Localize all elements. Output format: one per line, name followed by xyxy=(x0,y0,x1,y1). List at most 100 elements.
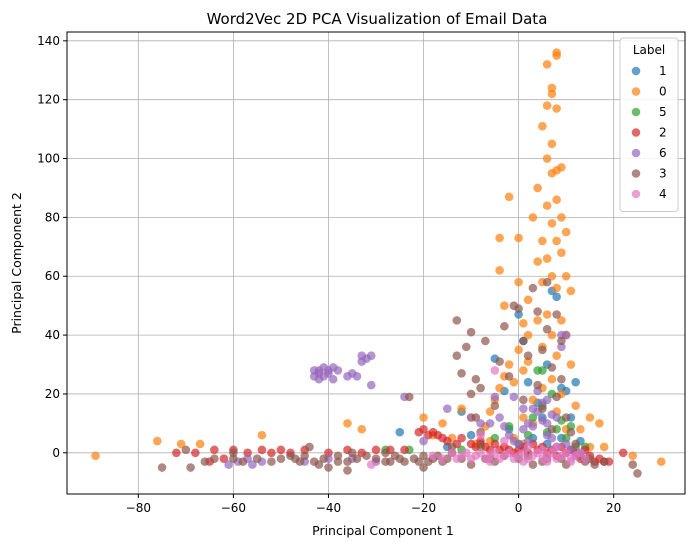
data-point xyxy=(490,401,500,411)
data-point xyxy=(438,419,447,428)
data-point xyxy=(552,292,561,302)
data-point xyxy=(552,283,561,293)
data-point xyxy=(504,448,514,458)
data-point xyxy=(509,392,519,402)
data-point xyxy=(628,451,638,461)
data-point xyxy=(404,392,414,402)
grid xyxy=(67,32,685,494)
data-point xyxy=(400,445,409,455)
data-point xyxy=(219,454,229,463)
data-point xyxy=(495,233,504,243)
data-point xyxy=(552,195,561,205)
data-point xyxy=(476,448,485,458)
data-point xyxy=(599,457,609,466)
data-point xyxy=(547,271,557,281)
data-point xyxy=(557,374,566,384)
data-point xyxy=(462,342,471,352)
data-point xyxy=(561,227,571,237)
data-point xyxy=(547,374,557,384)
data-point xyxy=(538,366,547,375)
data-point xyxy=(224,460,233,469)
data-point xyxy=(538,345,547,355)
data-point xyxy=(324,369,333,378)
data-point xyxy=(542,154,552,163)
legend-marker xyxy=(631,87,641,96)
data-point xyxy=(252,454,262,463)
data-point xyxy=(357,424,367,434)
data-point xyxy=(538,445,547,455)
legend-label: 4 xyxy=(659,187,667,201)
data-point xyxy=(195,439,205,449)
data-point xyxy=(366,351,376,360)
data-point xyxy=(542,60,552,69)
data-point xyxy=(362,451,371,461)
data-point xyxy=(471,442,481,452)
data-point xyxy=(590,460,599,469)
data-point xyxy=(381,448,390,458)
data-point xyxy=(500,436,509,446)
data-point xyxy=(267,448,276,458)
data-point xyxy=(514,439,523,449)
y-tick-label: 20 xyxy=(45,387,60,401)
data-point xyxy=(333,366,343,375)
data-point xyxy=(347,448,357,458)
x-tick-label: −40 xyxy=(316,501,341,515)
data-point xyxy=(552,413,561,422)
legend-marker xyxy=(631,169,641,178)
data-point xyxy=(447,448,457,458)
data-point xyxy=(514,277,523,287)
data-point xyxy=(547,363,557,372)
data-point xyxy=(547,433,557,443)
data-point xyxy=(419,451,428,461)
x-tick-label: 0 xyxy=(515,501,523,515)
legend-box xyxy=(619,37,679,212)
data-point xyxy=(628,460,638,469)
data-point xyxy=(561,448,571,458)
data-point xyxy=(523,377,533,387)
data-point xyxy=(172,448,181,458)
data-point xyxy=(319,454,329,463)
data-point xyxy=(91,451,100,461)
data-point xyxy=(538,236,547,246)
data-point xyxy=(343,466,352,475)
data-point xyxy=(523,295,533,305)
data-point xyxy=(419,424,428,434)
data-point xyxy=(557,163,566,172)
data-point xyxy=(528,395,538,405)
data-point xyxy=(571,377,580,387)
data-point xyxy=(324,448,333,458)
data-point xyxy=(276,445,286,455)
data-point xyxy=(328,374,338,384)
data-point xyxy=(466,430,476,440)
data-point xyxy=(528,460,538,469)
legend-label: 3 xyxy=(659,167,667,181)
data-point xyxy=(500,422,509,431)
data-point xyxy=(523,351,533,360)
data-point xyxy=(552,48,561,57)
legend-marker xyxy=(631,66,641,76)
data-point xyxy=(500,321,509,331)
data-point xyxy=(186,463,195,472)
x-tick-label: −60 xyxy=(221,501,246,515)
data-point xyxy=(514,233,523,243)
data-point xyxy=(343,457,352,466)
x-tick-label: −20 xyxy=(411,501,436,515)
data-point xyxy=(528,422,538,431)
data-point xyxy=(153,436,162,446)
data-point xyxy=(443,436,452,446)
data-point xyxy=(210,445,219,455)
data-point xyxy=(495,357,504,366)
data-point xyxy=(443,404,452,413)
data-point xyxy=(528,413,538,422)
y-tick-label: 100 xyxy=(37,152,60,166)
data-point xyxy=(490,366,500,375)
data-point xyxy=(585,413,595,422)
data-point xyxy=(471,413,481,422)
plot-frame xyxy=(66,31,686,495)
data-point xyxy=(519,413,528,422)
data-point xyxy=(547,218,557,228)
data-point xyxy=(438,454,447,463)
data-point xyxy=(366,460,376,469)
data-point xyxy=(314,460,324,469)
data-point xyxy=(523,330,533,340)
